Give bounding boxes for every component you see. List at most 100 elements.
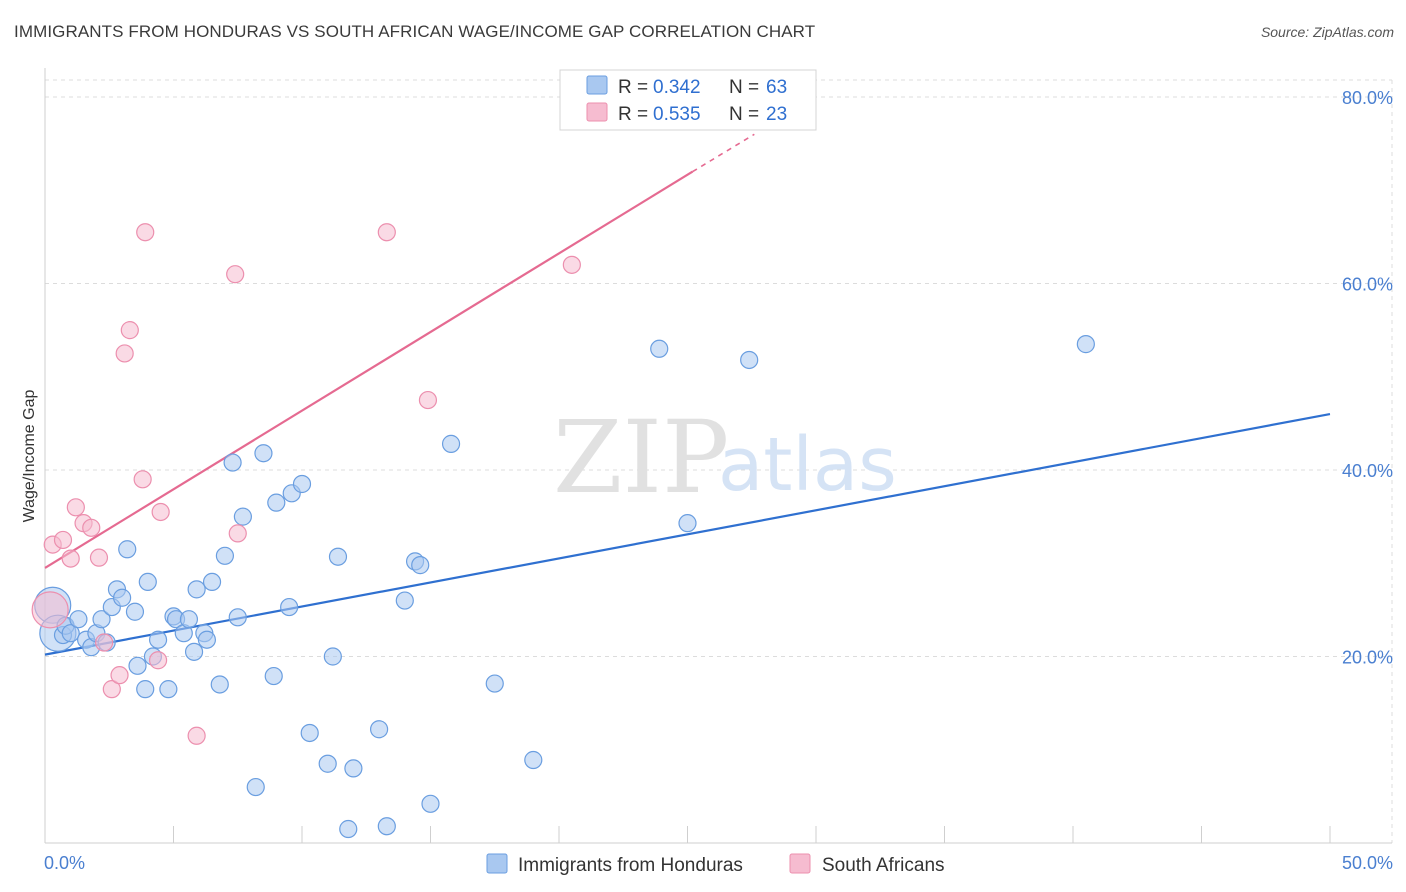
honduras-point — [254, 444, 273, 463]
south-africans-point — [136, 223, 155, 242]
south-africans-point — [133, 470, 152, 489]
honduras-point — [112, 588, 132, 607]
south-africans-point — [228, 524, 247, 543]
south-africans-point — [102, 680, 121, 699]
honduras-point — [264, 666, 283, 686]
honduras-point — [128, 656, 147, 675]
legend-n-value-honduras: 63 — [766, 77, 787, 98]
south-africans-point — [418, 390, 438, 410]
honduras-point — [485, 674, 504, 693]
south-africans-point — [53, 530, 73, 550]
honduras-point — [92, 610, 111, 629]
trend-lines — [44, 133, 1331, 656]
legend-n-label-south-africans: N = — [729, 104, 759, 125]
legend-r-label-honduras: R = — [618, 77, 648, 98]
honduras-point — [300, 723, 319, 743]
south-africans-point — [89, 548, 109, 567]
bottom-legend-swatch-honduras — [486, 853, 508, 874]
honduras-point — [292, 474, 312, 494]
honduras-point — [344, 759, 363, 778]
honduras-point — [524, 750, 543, 770]
y-tick-labels: 20.0% 40.0% 60.0% 80.0% — [1342, 88, 1393, 668]
south-africans-point — [187, 726, 206, 745]
legend-swatch-honduras — [586, 75, 608, 95]
honduras-point — [197, 630, 217, 649]
y-tick-label-80: 80.0% — [1342, 88, 1393, 108]
south-africans-point — [31, 591, 69, 629]
honduras-point — [148, 630, 168, 649]
source-credit: Source: ZipAtlas.com — [1260, 24, 1394, 40]
honduras-point — [339, 819, 358, 839]
honduras-point — [1076, 335, 1095, 354]
honduras-point — [441, 434, 461, 453]
honduras-point — [421, 794, 440, 813]
watermark-atlas: atlas — [718, 422, 897, 508]
south-africans-point — [377, 223, 396, 242]
honduras-point — [228, 608, 247, 627]
south-africans-point — [95, 633, 114, 652]
south-africans-trend-extension — [692, 133, 755, 173]
bottom-legend: Immigrants from Honduras South Africans — [486, 853, 945, 876]
honduras-point — [187, 580, 206, 599]
y-tick-label-40: 40.0% — [1342, 461, 1393, 481]
honduras-point — [233, 507, 252, 526]
x-tick-label-min: 0.0% — [44, 853, 85, 873]
honduras-point — [318, 754, 337, 773]
honduras-point — [267, 493, 286, 512]
south-africans-point — [66, 498, 85, 517]
honduras-point — [370, 720, 389, 739]
honduras-point — [61, 624, 80, 643]
watermark: ZIP atlas — [553, 399, 897, 516]
honduras-point — [210, 675, 229, 694]
honduras-point — [395, 591, 414, 610]
y-axis-title: Wage/Income Gap — [21, 390, 38, 523]
south-africans-point — [562, 255, 581, 274]
south-africans-point — [115, 344, 134, 363]
watermark-zip: ZIP — [553, 399, 729, 516]
legend-r-value-south-africans: 0.535 — [653, 104, 701, 125]
south-africans-point — [226, 265, 245, 284]
data-points — [31, 223, 1095, 839]
bottom-legend-label-south-africans: South Africans — [822, 855, 945, 876]
south-africans-point — [148, 651, 168, 670]
honduras-point — [377, 817, 396, 836]
y-tick-label-60: 60.0% — [1342, 275, 1393, 295]
honduras-point — [246, 777, 265, 797]
honduras-point — [740, 350, 759, 370]
south-africans-point — [120, 321, 139, 340]
honduras-point — [215, 546, 234, 565]
honduras-point — [125, 602, 145, 621]
bottom-legend-label-honduras: Immigrants from Honduras — [518, 855, 743, 876]
x-tick-labels: 0.0% 50.0% — [44, 853, 1393, 873]
honduras-point — [184, 642, 204, 661]
legend-n-value-south-africans: 23 — [766, 104, 787, 125]
honduras-point — [223, 453, 242, 472]
honduras-point — [136, 680, 155, 699]
south-africans-point — [151, 502, 170, 522]
honduras-point — [280, 597, 299, 617]
honduras-point — [650, 339, 669, 358]
honduras-point — [179, 610, 199, 629]
legend-n-label-honduras: N = — [729, 77, 759, 98]
bottom-legend-swatch-south-africans — [789, 853, 811, 874]
honduras-trend-line — [44, 412, 1331, 656]
chart-title: IMMIGRANTS FROM HONDURAS VS SOUTH AFRICA… — [14, 22, 816, 41]
south-africans-point — [61, 549, 80, 568]
honduras-point — [323, 647, 342, 666]
honduras-point — [328, 547, 348, 566]
honduras-point — [411, 556, 430, 575]
x-tick-label-max: 50.0% — [1342, 853, 1393, 873]
south-africans-trend-line — [44, 170, 694, 569]
legend-r-value-honduras: 0.342 — [653, 77, 701, 98]
honduras-point — [159, 680, 178, 699]
south-africans-point — [82, 518, 101, 537]
honduras-point — [138, 572, 157, 592]
gridlines — [45, 79, 1393, 843]
honduras-point — [202, 572, 222, 592]
axes — [44, 68, 1392, 844]
y-tick-label-20: 20.0% — [1342, 648, 1393, 668]
honduras-point — [118, 540, 137, 559]
honduras-point — [69, 610, 88, 629]
legend-r-label-south-africans: R = — [618, 104, 648, 125]
